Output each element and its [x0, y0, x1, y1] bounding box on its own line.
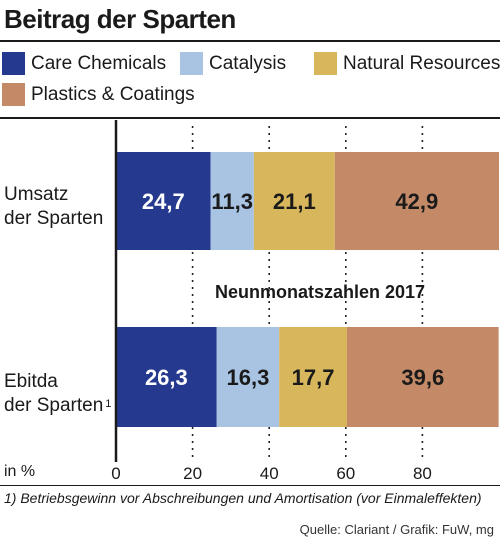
legend-item-catalysis: Catalysis [180, 52, 286, 75]
data-label: 11,3 [211, 189, 253, 214]
x-unit-label: in % [4, 463, 36, 480]
legend-label: Plastics & Coatings [31, 83, 195, 105]
legend-label: Catalysis [209, 52, 287, 74]
legend-swatch [2, 83, 25, 106]
legend-label: Care Chemicals [31, 52, 167, 74]
legend-label: Natural Resources [343, 52, 500, 74]
row-label-ebitda: Ebitda der Sparten 1 [4, 370, 111, 418]
footnote-marker: 1 [105, 398, 112, 410]
legend-item-natural-resources: Natural Resources [314, 52, 500, 75]
data-label: 39,6 [401, 365, 444, 390]
data-label: 42,9 [395, 189, 438, 214]
source-credit: Quelle: Clariant / Grafik: FuW, mg [299, 522, 494, 537]
data-label: 21,1 [273, 189, 316, 214]
row-label-line2: der Sparten [4, 395, 104, 416]
x-tick-label: 60 [336, 464, 355, 483]
title-rule [0, 40, 500, 42]
footnote: 1) Betriebsgewinn vor Abschreibungen und… [4, 490, 482, 506]
bar-segment [253, 152, 335, 250]
footnote-rule [0, 485, 500, 486]
data-label: 16,3 [227, 365, 270, 390]
legend-item-plastics-coatings: Plastics & Coatings [2, 83, 195, 106]
annotation: Neunmonatszahlen 2017 [215, 282, 425, 302]
bar-segment [210, 152, 254, 250]
bar-segment [334, 152, 499, 250]
bar-segment [116, 327, 217, 427]
data-label: 17,7 [292, 365, 335, 390]
bar-segment [216, 327, 280, 427]
x-tick-label: 40 [260, 464, 279, 483]
x-tick-label: 80 [413, 464, 432, 483]
data-label: 24,7 [142, 189, 185, 214]
row-label-umsatz: Umsatz der Sparten [4, 183, 103, 231]
x-tick-label: 0 [111, 464, 120, 483]
row-label-line1: Umsatz [4, 184, 69, 205]
legend-item-care-chemicals: Care Chemicals [2, 52, 166, 75]
chart-title: Beitrag der Sparten [4, 4, 236, 34]
legend-swatch [314, 52, 337, 75]
row-label-line1: Ebitda [4, 371, 58, 392]
legend-swatch [180, 52, 203, 75]
x-tick-label: 20 [183, 464, 202, 483]
legend-swatch [2, 52, 25, 75]
bar-segment [116, 152, 211, 250]
bar-segment [346, 327, 499, 427]
bar-segment [279, 327, 347, 427]
row-label-line2: der Sparten [4, 208, 104, 229]
legend-rule [0, 117, 500, 119]
data-label: 26,3 [145, 365, 188, 390]
